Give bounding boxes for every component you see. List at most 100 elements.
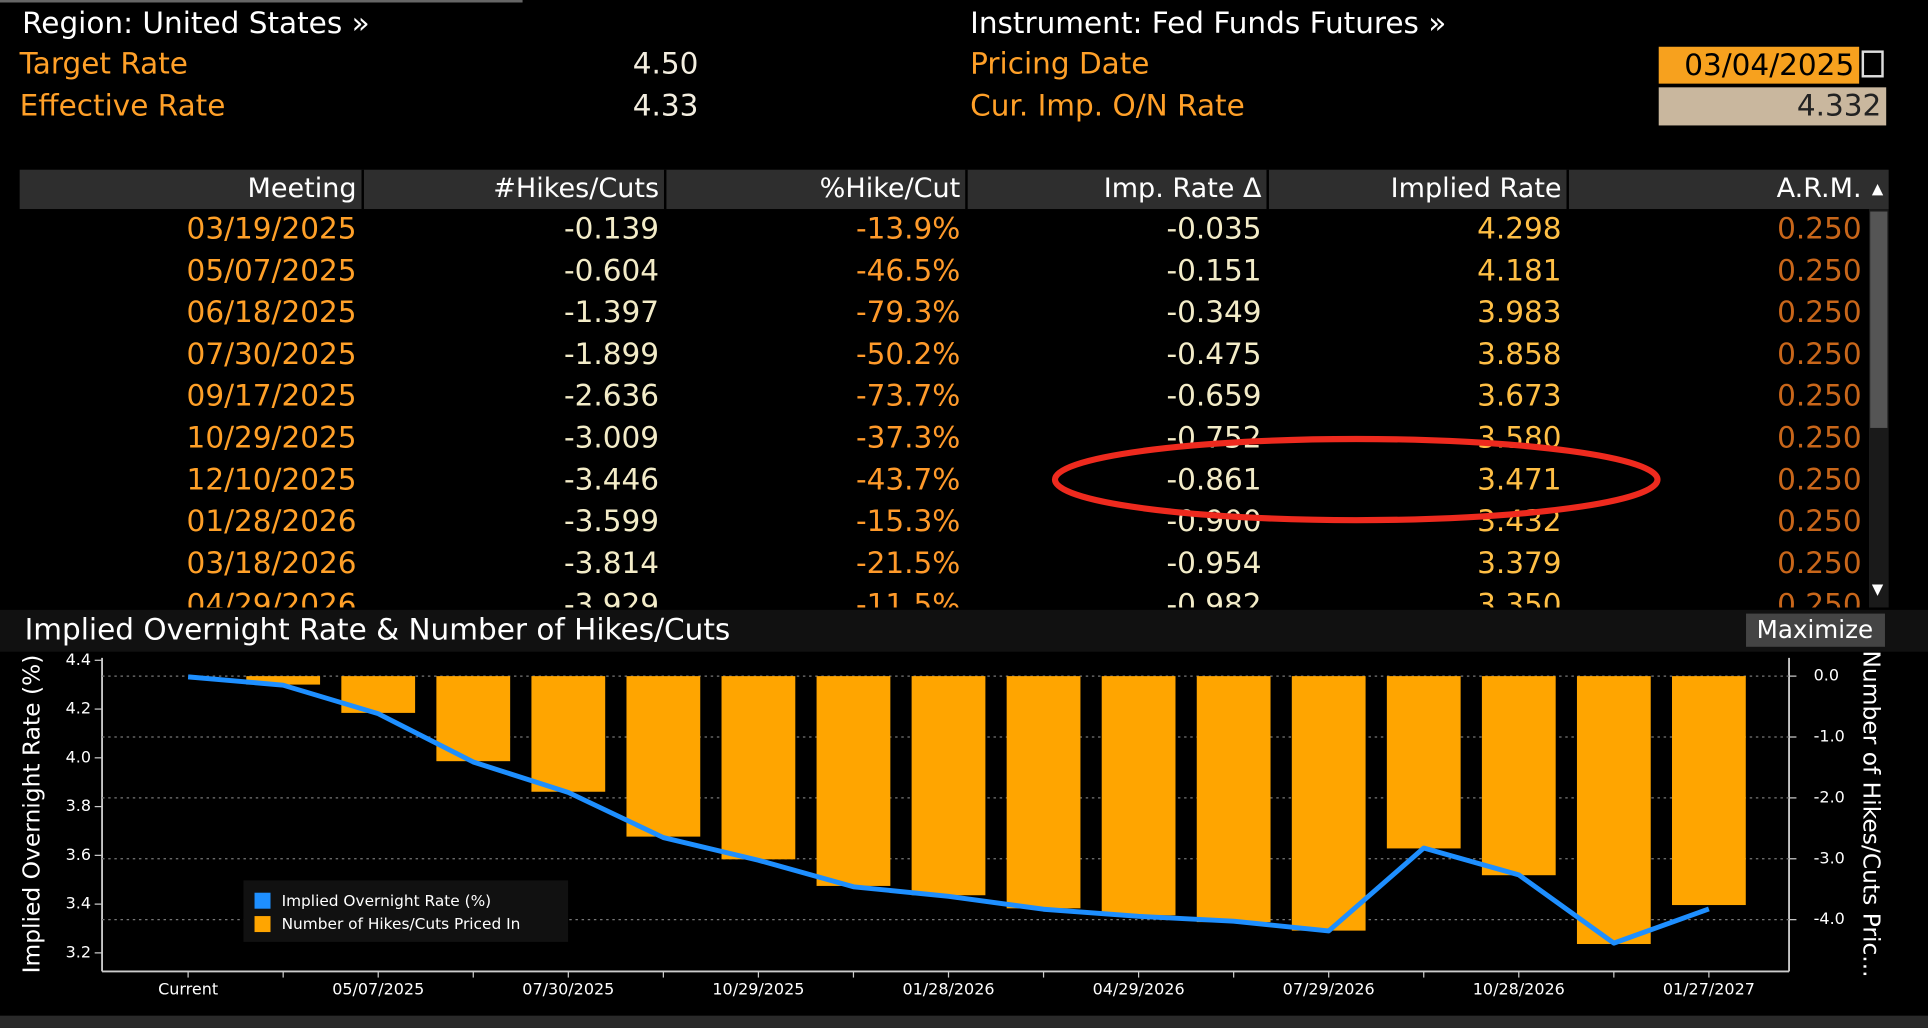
x-tick-label: 10/29/2025 (712, 979, 804, 998)
table-cell: 05/07/2025 (187, 253, 357, 287)
date-value[interactable]: 03/04/2025 (1684, 48, 1854, 82)
column-header: Implied Rate (1391, 173, 1562, 204)
table-cell: -0.035 (1166, 211, 1261, 245)
field-value: 4.33 (633, 89, 699, 123)
status-bar (0, 1015, 1928, 1028)
bar (1576, 676, 1651, 945)
table-cell: 4.298 (1477, 211, 1561, 245)
table-cell: 3.350 (1477, 588, 1561, 622)
table-cell: -0.659 (1166, 379, 1261, 413)
table-cell: 0.250 (1777, 504, 1861, 538)
bar (1006, 676, 1081, 909)
maximize-button[interactable] (1746, 613, 1885, 647)
table-cell: -13.9% (856, 211, 960, 245)
table-cell: 3.673 (1477, 379, 1561, 413)
bar (1481, 676, 1556, 876)
legend-swatch (254, 892, 271, 909)
x-tick-label: 07/29/2026 (1283, 979, 1375, 998)
table-cell: 03/19/2025 (187, 211, 357, 245)
table-cell: -1.899 (564, 337, 659, 371)
y2-tick-label: 0.0 (1814, 666, 1839, 685)
table-cell: -1.397 (564, 295, 659, 329)
bar (1101, 676, 1176, 916)
table-cell: 01/28/2026 (187, 504, 357, 538)
bar (816, 676, 891, 886)
y-tick-label: 3.2 (66, 942, 91, 961)
table-cell: 0.250 (1777, 211, 1861, 245)
table-cell: 06/18/2025 (187, 295, 357, 329)
table-cell: 3.858 (1477, 337, 1561, 371)
table-header (19, 169, 1889, 210)
region[interactable]: Region: United States » (22, 6, 370, 40)
y-tick-label: 3.4 (66, 894, 91, 913)
table-cell: -0.954 (1166, 546, 1261, 580)
column-header: Imp. Rate Δ (1104, 173, 1262, 204)
rate-box (1658, 87, 1887, 126)
y-tick-label: 3.6 (66, 845, 91, 864)
table-cell: 10/29/2025 (187, 420, 357, 454)
bar (626, 676, 701, 837)
table-cell: 0.250 (1777, 420, 1861, 454)
table-cell: 3.379 (1477, 546, 1561, 580)
sort-arrow[interactable]: ▲ (1872, 180, 1884, 197)
table-cell: -73.7% (856, 379, 960, 413)
y2-tick-label: -3.0 (1814, 848, 1845, 867)
field-label: Pricing Date (970, 47, 1149, 81)
field-label: Target Rate (19, 47, 188, 81)
field-label: Cur. Imp. O/N Rate (970, 89, 1245, 123)
x-tick-label: 04/29/2026 (1093, 979, 1185, 998)
table-cell: 0.250 (1777, 295, 1861, 329)
y-tick-label: 4.0 (66, 747, 91, 766)
bar (1291, 676, 1366, 931)
table-cell: 0.250 (1777, 546, 1861, 580)
table-cell: -0.349 (1166, 295, 1261, 329)
calendar-icon[interactable] (1861, 50, 1884, 78)
table-cell: 0.250 (1777, 379, 1861, 413)
column-header: A.R.M. (1777, 173, 1862, 204)
x-tick-label: 10/28/2026 (1473, 979, 1565, 998)
table-cell: 03/18/2026 (187, 546, 357, 580)
date-input[interactable] (1658, 46, 1860, 84)
bar (721, 676, 796, 860)
table-cell: -0.475 (1166, 337, 1261, 371)
table-cell: -0.982 (1166, 588, 1261, 622)
table-cell: -50.2% (856, 337, 960, 371)
scroll-thumb[interactable] (1870, 211, 1888, 428)
bar (911, 676, 986, 896)
table-cell: -3.009 (564, 420, 659, 454)
column-header: %Hike/Cut (820, 173, 961, 204)
legend-label: Implied Overnight Rate (%) (282, 892, 492, 910)
bar (531, 676, 606, 792)
legend-box (243, 880, 569, 942)
instrument[interactable]: Instrument: Fed Funds Futures » (970, 6, 1446, 40)
table-cell: -46.5% (856, 253, 960, 287)
table-cell: 0.250 (1777, 253, 1861, 287)
table-cell: -3.599 (564, 504, 659, 538)
table-cell: -79.3% (856, 295, 960, 329)
table-cell: -3.446 (564, 462, 659, 496)
y2-tick-label: -2.0 (1814, 787, 1845, 806)
maximize-label[interactable]: Maximize (1757, 615, 1873, 644)
bar (246, 676, 321, 685)
table-cell: -43.7% (856, 462, 960, 496)
table-cell: 0.250 (1777, 462, 1861, 496)
scroll-down[interactable]: ▼ (1872, 581, 1884, 598)
chart-titlebar (0, 609, 1928, 652)
y2-tick-label: -4.0 (1814, 909, 1845, 928)
table-cell: 07/30/2025 (187, 337, 357, 371)
column-header: Meeting (248, 173, 357, 204)
table-cell: 0.250 (1777, 588, 1861, 622)
table-cell: -0.604 (564, 253, 659, 287)
y-tick-label: 4.2 (66, 699, 91, 718)
y-axis-label: Implied Overnight Rate (%) (18, 655, 46, 974)
table-cell: -21.5% (856, 546, 960, 580)
bar (1196, 676, 1271, 923)
table-cell: -37.3% (856, 420, 960, 454)
x-tick-label: 05/07/2025 (332, 979, 424, 998)
x-tick-label: 07/30/2025 (522, 979, 614, 998)
x-tick-label: Current (158, 979, 218, 998)
column-header: #Hikes/Cuts (493, 173, 659, 204)
y-tick-label: 3.8 (66, 796, 91, 815)
table-cell: 12/10/2025 (187, 462, 357, 496)
